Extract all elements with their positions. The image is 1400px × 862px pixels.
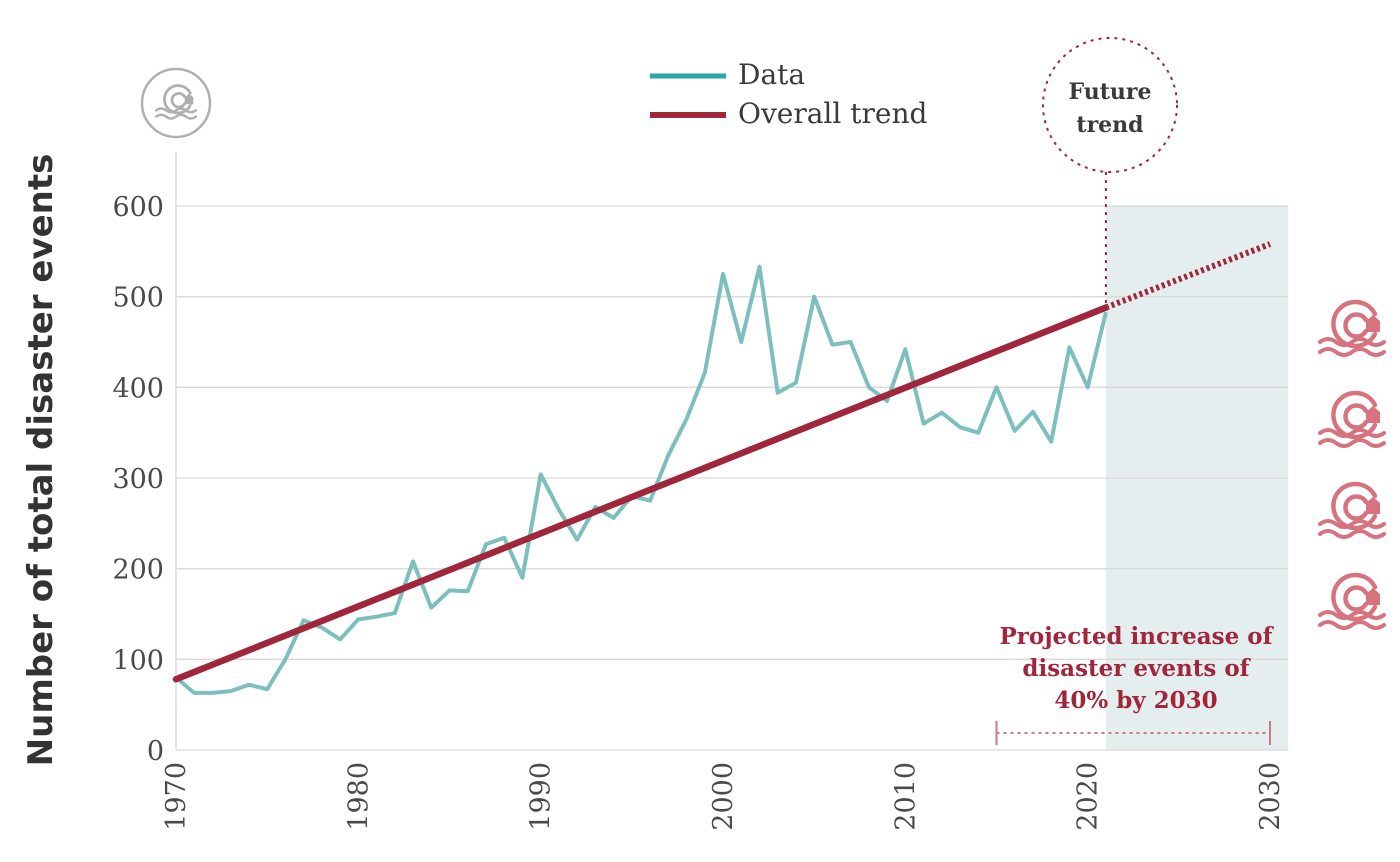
- x-tick-label: 2000: [708, 762, 739, 831]
- series-layer: [172, 241, 1272, 695]
- x-tick-label: 1980: [343, 762, 374, 831]
- disaster-icon-shape: [1320, 302, 1384, 355]
- disaster-icon: [1320, 575, 1384, 628]
- disaster-icon-shape: [1320, 575, 1384, 628]
- future-trend-label-line2: trend: [1076, 112, 1143, 138]
- future-trend-callout: Future trend: [1042, 37, 1178, 308]
- y-tick-label: 500: [112, 283, 164, 314]
- y-tick-label: 400: [112, 373, 164, 404]
- y-tick-label: 200: [112, 555, 164, 586]
- disaster-icon-shape: [1320, 393, 1384, 446]
- side-icons: [1320, 302, 1384, 628]
- disaster-icon-shape: [1320, 484, 1384, 537]
- x-tick-label: 2020: [1073, 762, 1104, 831]
- grid: [176, 205, 1289, 751]
- future-trend-line: [1104, 241, 1272, 311]
- projection-bracket: [995, 721, 1271, 745]
- y-axis-label: Number of total disaster events: [21, 154, 61, 767]
- series-line-overall-trend: [172, 304, 1110, 683]
- x-ticks: 1970 1980 1990 2000 2010 2020 2030: [161, 762, 1286, 831]
- y-tick-label: 600: [112, 192, 164, 223]
- y-ticks: 0 100 200 300 400 500 600: [112, 192, 164, 767]
- y-tick-label: 100: [112, 645, 164, 676]
- legend-label-data: Data: [738, 58, 805, 91]
- y-tick-label: 300: [112, 464, 164, 495]
- projection-text-line2: disaster events of: [1022, 655, 1251, 682]
- x-tick-label: 2030: [1255, 762, 1286, 831]
- legend-label-trend: Overall trend: [738, 97, 927, 130]
- disaster-icon: [1320, 484, 1384, 537]
- x-tick-label: 2010: [890, 762, 921, 831]
- future-trend-circle: [1042, 37, 1178, 173]
- climate-disaster-logo-icon: [140, 67, 212, 139]
- x-tick-label: 1970: [161, 762, 192, 831]
- x-tick-label: 1990: [526, 762, 557, 831]
- projection-text-line1: Projected increase of: [999, 623, 1274, 650]
- projection-text-line3: 40% by 2030: [1054, 687, 1217, 714]
- projection-annotation: Projected increase of disaster events of…: [995, 623, 1275, 745]
- legend: Data Overall trend: [650, 58, 927, 130]
- future-trend-label-line1: Future: [1069, 79, 1152, 105]
- y-tick-label: 0: [147, 736, 164, 767]
- disaster-icon: [1320, 393, 1384, 446]
- logo-ring: [140, 67, 212, 139]
- disaster-icon: [1320, 302, 1384, 355]
- series-line-data: [174, 264, 1108, 695]
